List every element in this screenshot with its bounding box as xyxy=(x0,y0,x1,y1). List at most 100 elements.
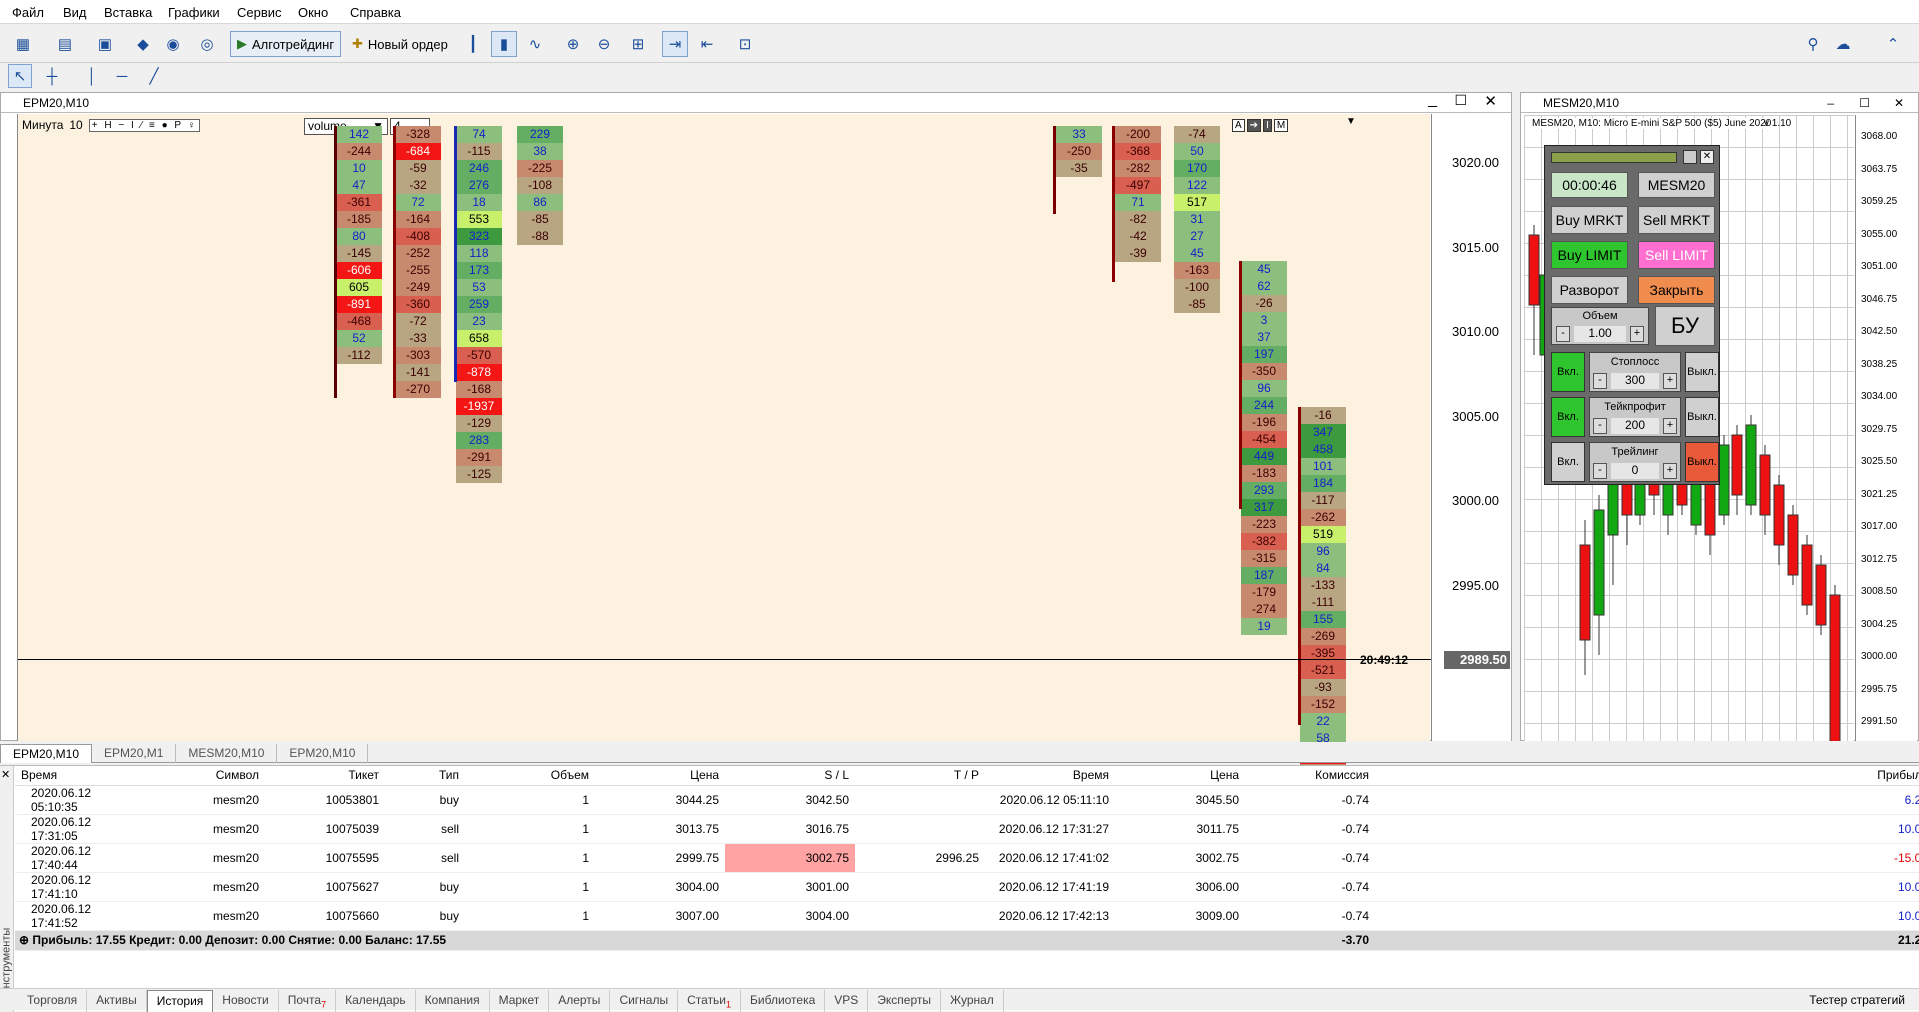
row-sl-plus-button[interactable]: + xyxy=(1663,373,1677,389)
bar-chart-icon[interactable]: ┃ xyxy=(468,36,478,53)
strategy-tester-tab[interactable]: Тестер стратегий xyxy=(1809,993,1905,1007)
menu-window[interactable]: Окно xyxy=(298,5,329,20)
close-position-button[interactable]: Закрыть xyxy=(1638,276,1715,304)
history-col-header[interactable]: Тикет xyxy=(265,766,385,786)
minimize-icon[interactable]: _ xyxy=(1428,91,1437,108)
history-col-header[interactable]: T / P xyxy=(855,766,985,786)
panel-minimize-button[interactable] xyxy=(1683,150,1697,164)
trendline-icon[interactable]: ╱ xyxy=(149,68,159,85)
bottom-tab[interactable]: Компания xyxy=(416,990,490,1012)
bottom-tab[interactable]: Новости xyxy=(213,990,279,1012)
history-col-header[interactable]: Время xyxy=(985,766,1115,786)
row-tp-plus-button[interactable]: + xyxy=(1663,418,1677,434)
algotrading-button[interactable]: ▶ Алготрейдинг xyxy=(230,31,342,57)
close-icon[interactable]: ✕ xyxy=(1893,95,1904,110)
history-row[interactable]: 2020.06.12 05:10:35 mesm20 10053801 buy 1 304… xyxy=(15,785,1919,815)
zoom-in-icon[interactable]: ⊕ xyxy=(566,36,580,53)
history-row[interactable]: 2020.06.12 17:41:52 mesm20 10075660 buy 1 300… xyxy=(15,901,1919,931)
navigator-icon[interactable]: ◆ xyxy=(137,36,149,53)
candlestick-icon[interactable]: ▮ xyxy=(491,31,517,57)
row-sl-on-button[interactable]: Вкл. xyxy=(1551,352,1585,392)
volume-plus-button[interactable]: + xyxy=(1630,326,1644,342)
tile-windows-icon[interactable]: ⊞ xyxy=(631,36,645,53)
tab-epm20-m10-2[interactable]: EPM20,M10 xyxy=(277,744,369,763)
mode-a-button[interactable]: A xyxy=(1232,119,1245,132)
bottom-tab[interactable]: Активы xyxy=(87,990,147,1012)
bottom-tab[interactable]: Сигналы xyxy=(610,990,679,1012)
bottom-tab[interactable]: Календарь xyxy=(336,990,416,1012)
breakeven-button[interactable]: БУ xyxy=(1655,306,1715,346)
auto-scroll-icon[interactable]: ⇥ xyxy=(662,31,688,57)
bottom-tab[interactable]: Библиотека xyxy=(741,990,826,1012)
cluster-mode-buttons[interactable]: + H − I ⁄ ≡ ● P ♀ xyxy=(88,118,201,132)
menu-file[interactable]: Файл xyxy=(12,5,44,20)
users-icon[interactable]: ◉ xyxy=(166,36,180,53)
history-col-header[interactable]: Цена xyxy=(1115,766,1245,786)
bottom-tab[interactable]: Почта7 xyxy=(279,990,337,1012)
horizontal-line-icon[interactable]: ─ xyxy=(116,67,128,85)
history-col-header[interactable]: Время xyxy=(15,766,135,786)
maximize-icon[interactable]: ☐ xyxy=(1454,92,1467,108)
mode-arrow-button[interactable]: ➔ xyxy=(1246,119,1262,132)
tab-epm20-m10[interactable]: EPM20,M10 xyxy=(0,744,93,763)
history-col-header[interactable]: Символ xyxy=(135,766,265,786)
bottom-tab[interactable]: Эксперты xyxy=(868,990,942,1012)
menu-insert[interactable]: Вставка xyxy=(104,5,153,20)
line-chart-icon[interactable]: ∿ xyxy=(528,36,542,53)
row-tr-minus-button[interactable]: - xyxy=(1593,463,1607,479)
new-order-button[interactable]: ✚ Новый ордер xyxy=(345,31,455,57)
history-col-header[interactable]: Цена xyxy=(595,766,725,786)
chat-icon[interactable]: ☁ xyxy=(1835,36,1851,53)
buy-market-button[interactable]: Buy MRKT xyxy=(1551,206,1628,234)
history-col-header[interactable]: S / L xyxy=(725,766,855,786)
menu-charts[interactable]: Графики xyxy=(168,5,220,20)
row-sl-value-field[interactable]: 300 xyxy=(1611,373,1659,389)
close-icon[interactable]: ✕ xyxy=(1484,93,1497,110)
chart-area[interactable]: Минута 10 + H − I ⁄ ≡ ● P ♀ volume ▼ 4 A… xyxy=(17,114,1431,781)
sell-market-button[interactable]: Sell MRKT xyxy=(1638,206,1715,234)
vertical-line-icon[interactable]: │ xyxy=(87,67,97,85)
row-sl-minus-button[interactable]: - xyxy=(1593,373,1607,389)
cursor-icon[interactable]: ↖ xyxy=(8,64,32,88)
row-tp-value-field[interactable]: 200 xyxy=(1611,418,1659,434)
row-tr-on-button[interactable]: Вкл. xyxy=(1551,442,1585,482)
history-row[interactable]: 2020.06.12 17:41:10 mesm20 10075627 buy 1 300… xyxy=(15,872,1919,902)
row-tp-minus-button[interactable]: - xyxy=(1593,418,1607,434)
expand-icon[interactable]: ⊕ xyxy=(19,933,33,947)
signal-icon[interactable]: ◎ xyxy=(200,36,214,53)
mode-i-button[interactable]: I xyxy=(1263,119,1272,132)
row-tr-plus-button[interactable]: + xyxy=(1663,463,1677,479)
minimize-icon[interactable]: _ xyxy=(1827,91,1834,105)
expand-icon[interactable]: ⌃ xyxy=(1886,36,1900,53)
bottom-tab[interactable]: Статьи1 xyxy=(678,990,742,1012)
maximize-icon[interactable]: ☐ xyxy=(1859,95,1870,110)
bottom-tab[interactable]: История xyxy=(146,990,214,1012)
bottom-tab[interactable]: Журнал xyxy=(941,990,1004,1012)
crosshair-icon[interactable]: ┼ xyxy=(46,67,58,85)
zoom-out-icon[interactable]: ⊖ xyxy=(597,36,611,53)
menu-view[interactable]: Вид xyxy=(63,5,87,20)
indicators-icon[interactable]: ⊡ xyxy=(738,36,752,53)
timeframe-value[interactable]: 10 xyxy=(69,118,83,132)
search-icon[interactable]: ⚲ xyxy=(1807,36,1819,53)
toolbox-close-icon[interactable]: ✕ xyxy=(1,769,11,781)
row-tr-value-field[interactable]: 0 xyxy=(1611,463,1659,479)
new-chart-icon[interactable]: ▦ xyxy=(15,36,31,53)
row-tp-on-button[interactable]: Вкл. xyxy=(1551,397,1585,437)
row-sl-off-button[interactable]: Выкл. xyxy=(1685,352,1719,392)
history-col-header[interactable]: Тип xyxy=(385,766,465,786)
reverse-button[interactable]: Разворот xyxy=(1551,276,1628,304)
volume-field[interactable]: 1.00 xyxy=(1574,326,1626,342)
tab-mesm20-m10[interactable]: MESM20,M10 xyxy=(176,744,278,763)
volume-minus-button[interactable]: - xyxy=(1556,326,1570,342)
bottom-tab[interactable]: Алерты xyxy=(549,990,611,1012)
market-watch-icon[interactable]: ▣ xyxy=(97,36,113,53)
history-col-header[interactable]: Комиссия xyxy=(1245,766,1375,786)
sell-limit-button[interactable]: Sell LIMIT xyxy=(1638,241,1715,269)
profiles-icon[interactable]: ▤ xyxy=(57,36,73,53)
menu-tools[interactable]: Сервис xyxy=(237,5,282,20)
history-row[interactable]: 2020.06.12 17:40:44 mesm20 10075595 sell 1 29… xyxy=(15,843,1919,873)
buy-limit-button[interactable]: Buy LIMIT xyxy=(1551,241,1628,269)
menu-help[interactable]: Справка xyxy=(350,5,401,20)
chart-shift-icon[interactable]: ⇤ xyxy=(700,36,714,53)
